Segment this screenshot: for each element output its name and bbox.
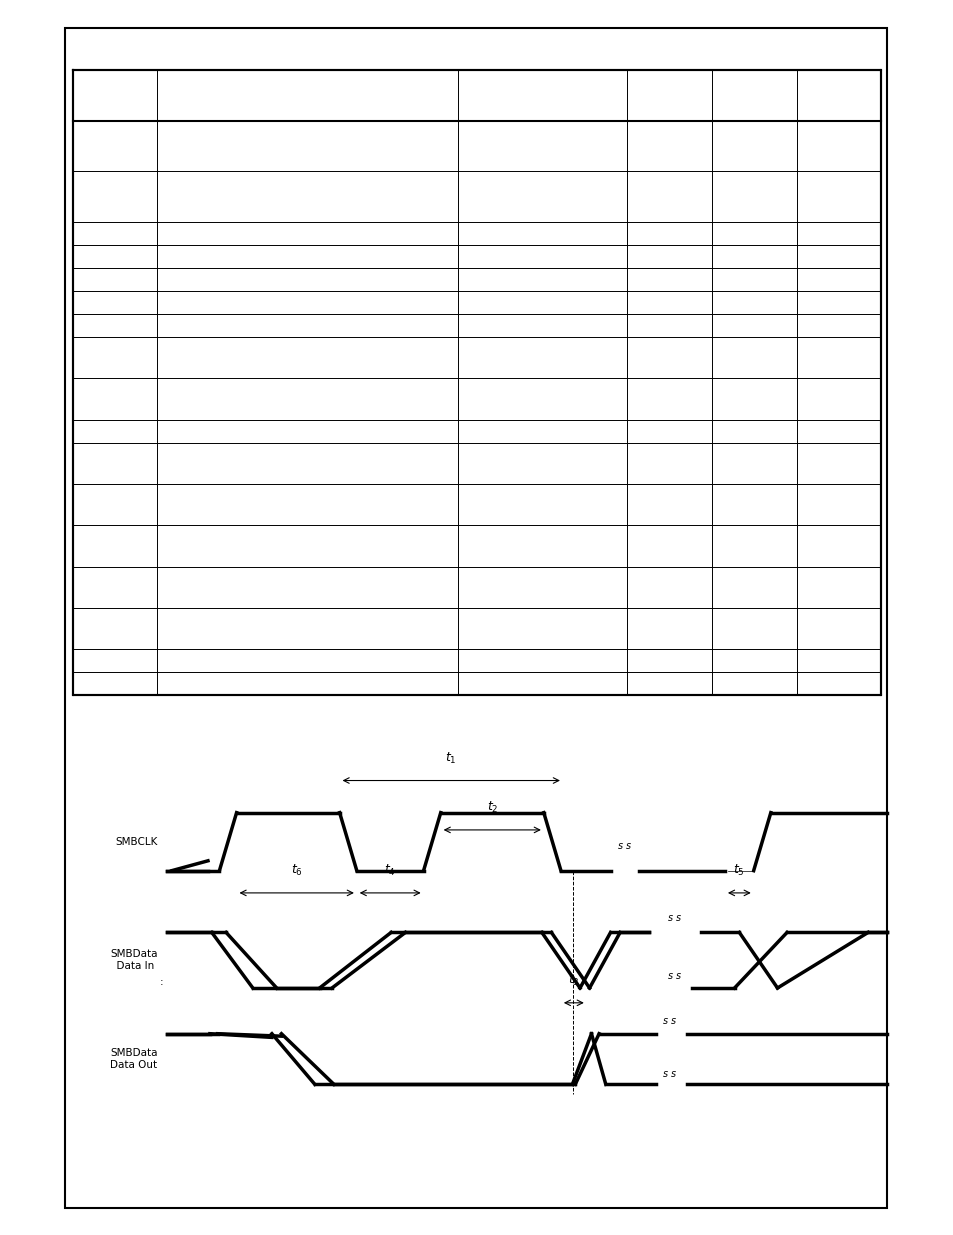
Text: :: : — [159, 977, 163, 988]
Text: SMBData
  Data In: SMBData Data In — [110, 950, 157, 971]
Bar — [65, 28, 886, 1208]
Text: $t_2$: $t_2$ — [486, 800, 497, 815]
Text: $t_4$: $t_4$ — [384, 863, 395, 878]
Text: $s\ s$: $s\ s$ — [667, 913, 681, 923]
Text: $t_5$: $t_5$ — [733, 863, 744, 878]
Text: $s\ s$: $s\ s$ — [661, 1016, 677, 1026]
Text: $t_1$: $t_1$ — [445, 751, 456, 766]
Text: SMBCLK: SMBCLK — [115, 836, 157, 847]
Text: $s\ s$: $s\ s$ — [617, 841, 632, 851]
Text: $t_6$: $t_6$ — [291, 863, 302, 878]
Text: $s\ s$: $s\ s$ — [667, 971, 681, 981]
Text: $s\ s$: $s\ s$ — [661, 1070, 677, 1079]
Text: SMBData
Data Out: SMBData Data Out — [110, 1049, 157, 1070]
Text: $t_3$: $t_3$ — [567, 973, 579, 988]
